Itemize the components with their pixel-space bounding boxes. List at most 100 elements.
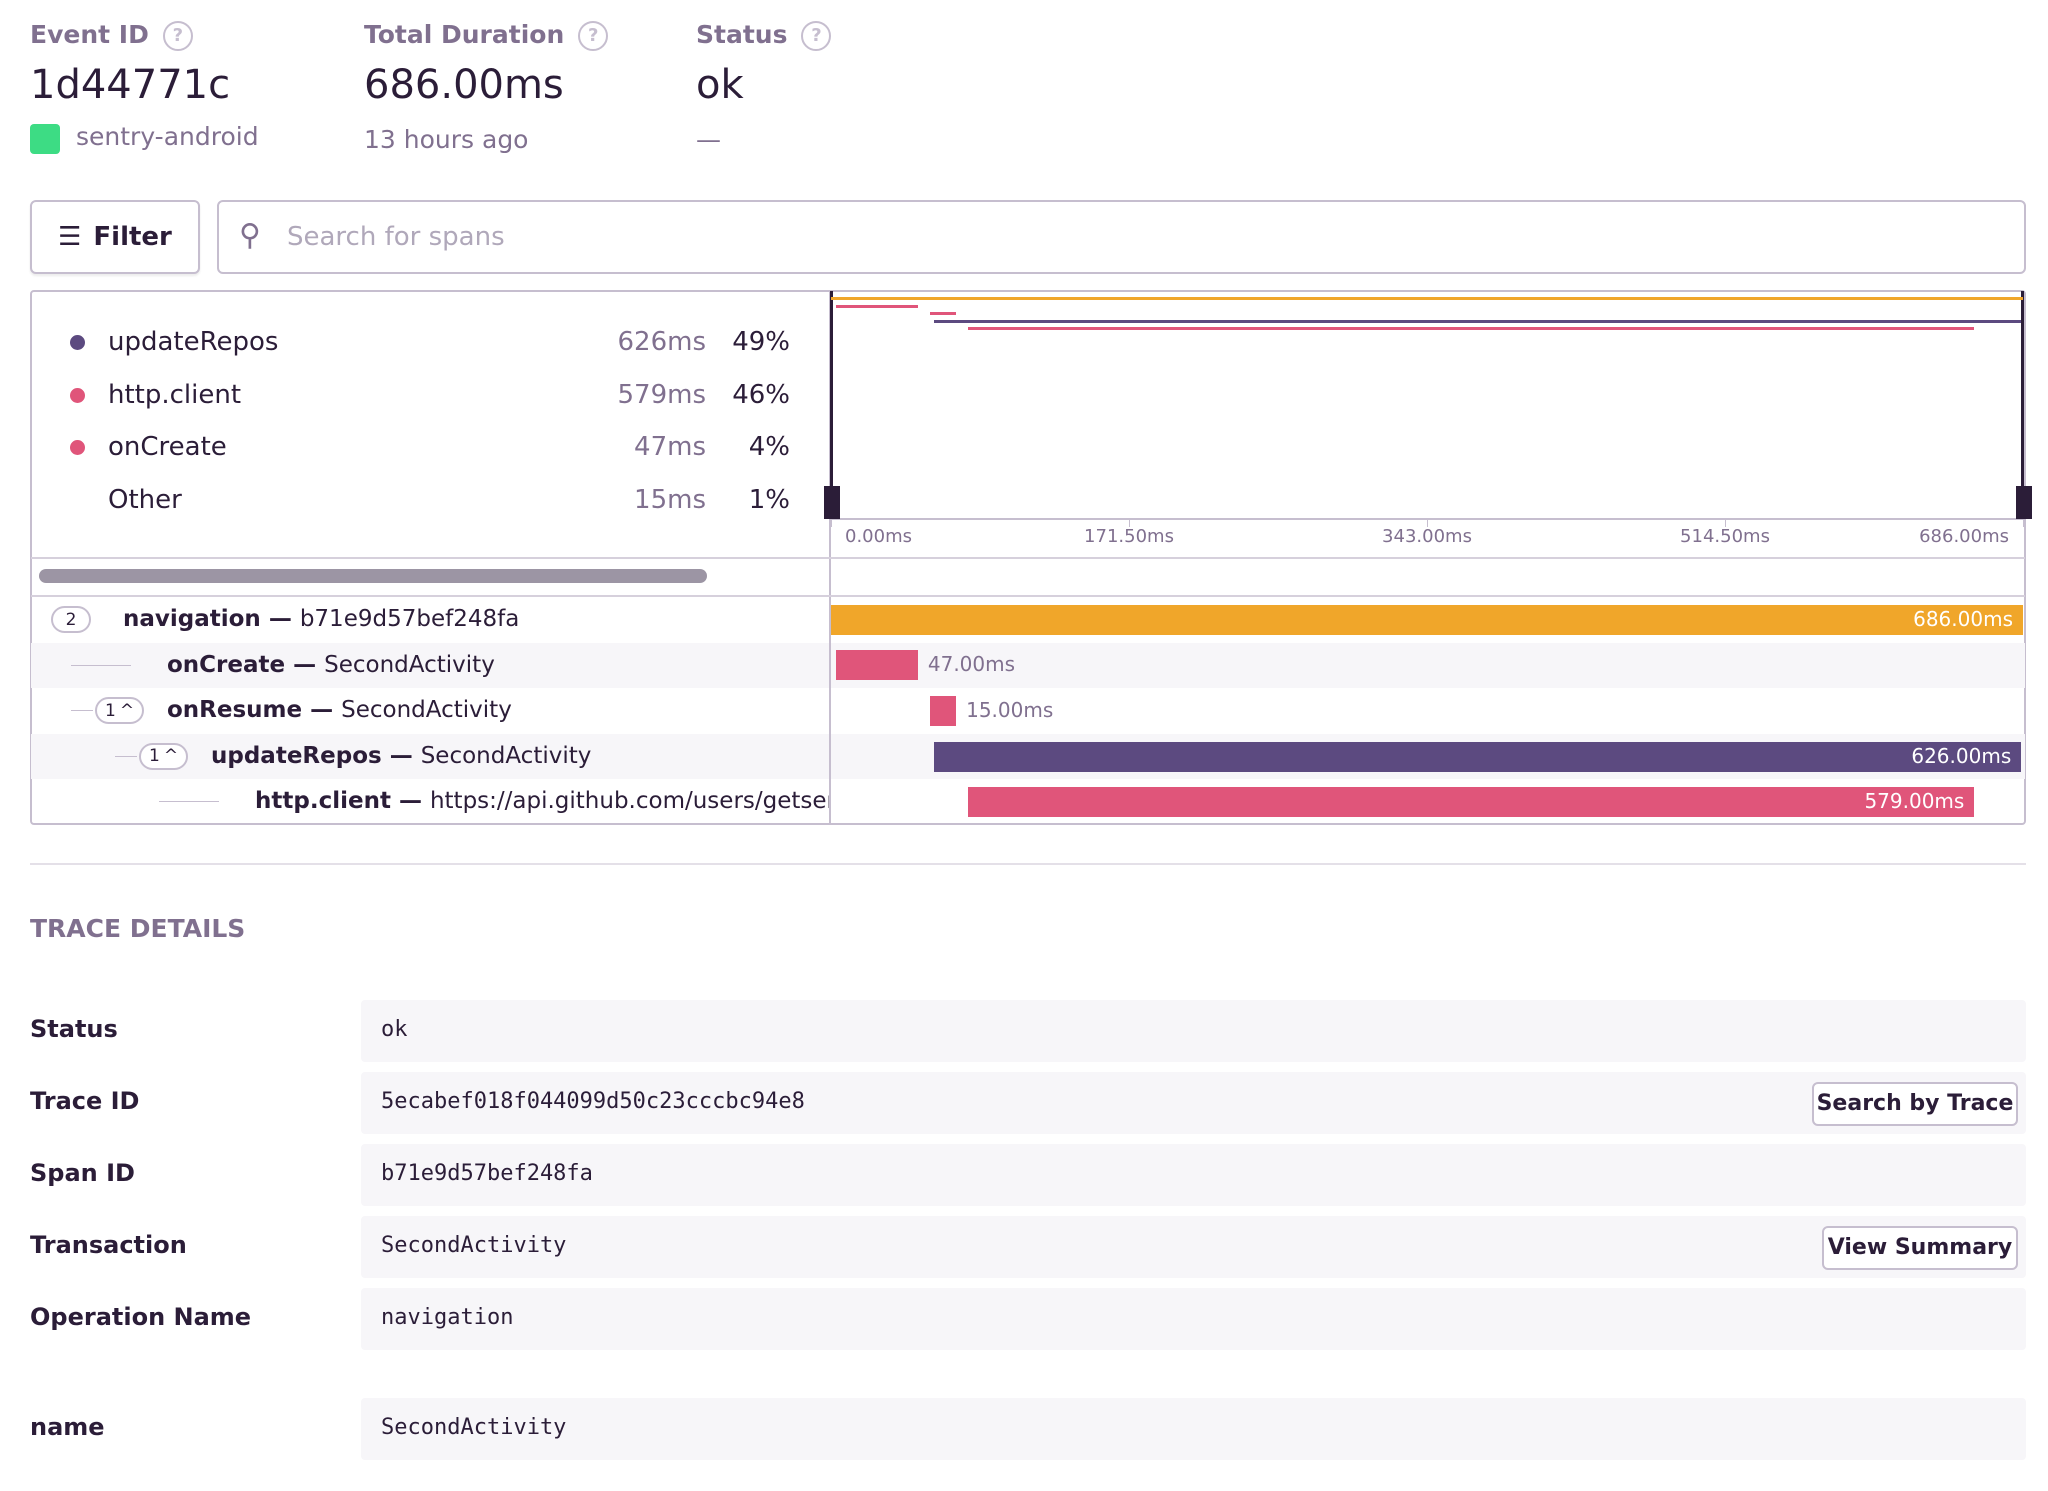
op-duration: 47ms [634,432,706,462]
child-count-badge[interactable]: 1 ^ [139,742,189,770]
count: 2 [65,609,77,630]
divider [31,595,2025,597]
divider [31,557,2025,559]
span-label[interactable]: onResume — SecondActivity [167,697,512,723]
op-name: Other [108,484,182,515]
view-summary-button[interactable]: View Summary [1822,1226,2018,1270]
detail-value: b71e9d57bef248fa [381,1161,593,1186]
detail-value: navigation [381,1305,514,1330]
tick-mark [1725,519,1726,527]
child-count-badge[interactable]: 1 ^ [95,697,145,725]
minimap-handle[interactable] [2016,486,2032,519]
separator: — [381,742,421,769]
detail-value: SecondActivity [381,1415,567,1440]
legend-dot [70,387,85,403]
span-bar[interactable] [933,741,2022,772]
x-tick-label: 514.50ms [1680,526,1770,547]
x-tick-label: 343.00ms [1382,526,1472,547]
minimap-handle[interactable] [824,486,840,519]
span-op: onResume [167,697,303,724]
scrollbar[interactable] [39,569,707,583]
duration-label: Total Duration? [364,20,609,51]
detail-value-box [361,1398,2026,1460]
row-background [31,642,829,689]
filter-button[interactable]: ☰ Filter [30,200,200,274]
connector [71,710,93,712]
connector [115,755,137,757]
minimap-span [930,312,957,315]
duration-label: 47.00ms [927,652,1016,677]
span-description: SecondActivity [341,697,512,724]
span-op: onCreate [167,651,286,678]
help-icon[interactable]: ? [162,21,193,51]
minimap-handle-line [830,291,833,519]
span-bar[interactable] [968,787,1975,818]
detail-value-box [361,1144,2026,1206]
span-tree: 2 navigation — b71e9d57bef248fa onCreate —… [31,597,829,824]
search-icon: ⚲ [239,218,261,253]
op-percent: 46% [732,379,790,410]
op-percent: 49% [732,327,790,357]
op-duration: 626ms [617,327,707,357]
section-title: TRACE DETAILS [30,914,246,943]
detail-key: Span ID [30,1159,135,1187]
legend-dot [70,440,85,455]
detail-value: ok [381,1017,408,1042]
help-icon[interactable]: ? [578,21,609,51]
span-label[interactable]: updateRepos — SecondActivity [211,743,591,769]
span-label[interactable]: navigation — b71e9d57bef248fa [123,606,519,632]
detail-value-box [361,1216,2026,1278]
op-percent: 4% [748,432,790,462]
label-text: Status [696,20,788,49]
op-duration: 579ms [617,379,707,410]
event-id: 1d44771c [30,62,231,108]
span-bar[interactable] [836,650,918,681]
span-description: SecondActivity [420,742,592,769]
minimap-span [968,327,1975,330]
status: ok [696,62,744,108]
caret: ^ [119,700,135,721]
tick-mark [831,519,832,527]
label-text: Event ID [30,20,149,49]
detail-value: 5ecabef018f044099d50c23cccbc94e8 [381,1089,805,1114]
span-op: updateRepos [211,742,382,769]
span-description: https://api.github.com/users/getsentry/r… [429,788,829,815]
help-icon[interactable]: ? [801,21,832,51]
age: 13 hours ago [364,125,529,154]
legend-dot [70,335,85,350]
span-bar[interactable] [930,696,957,726]
tick-mark [1129,519,1130,527]
x-tick-label: 171.50ms [1084,526,1174,547]
tick-mark [2023,519,2024,527]
separator: — [390,788,430,815]
caret: ^ [163,746,179,767]
child-count-badge[interactable]: 2 [51,606,91,633]
search-by-trace-button[interactable]: Search by Trace [1812,1082,2018,1126]
span-label[interactable]: http.client — https://api.github.com/use… [255,788,829,814]
total-duration: 686.00ms [364,62,564,108]
status-label: Status? [696,20,832,51]
event-id-label: Event ID? [30,20,193,51]
minimap-span [836,304,918,308]
separator: — [260,606,300,632]
duration-label: 15.00ms [966,698,1054,722]
connector [159,801,219,803]
span-label[interactable]: onCreate — SecondActivity [167,652,495,678]
minimap-span [831,297,2023,300]
detail-value-box [361,1000,2026,1062]
span-bar[interactable] [831,604,2023,635]
label-text: Total Duration [364,20,565,49]
detail-key: Operation Name [30,1303,252,1331]
duration-label: 686.00ms [1913,606,2013,631]
detail-value: SecondActivity [381,1233,567,1258]
minimap-handle-line [2021,291,2024,519]
platform: sentry-android [76,122,259,151]
detail-value-box [361,1288,2026,1350]
button-text: Filter [93,222,172,252]
search-input[interactable]: ⚲ Search for spans [217,200,2026,274]
detail-value-box [361,1072,2026,1134]
tick-mark [1427,519,1428,527]
minimap-span [933,319,2022,323]
duration-label: 579.00ms [1864,789,1965,814]
count: 1 [105,700,116,721]
